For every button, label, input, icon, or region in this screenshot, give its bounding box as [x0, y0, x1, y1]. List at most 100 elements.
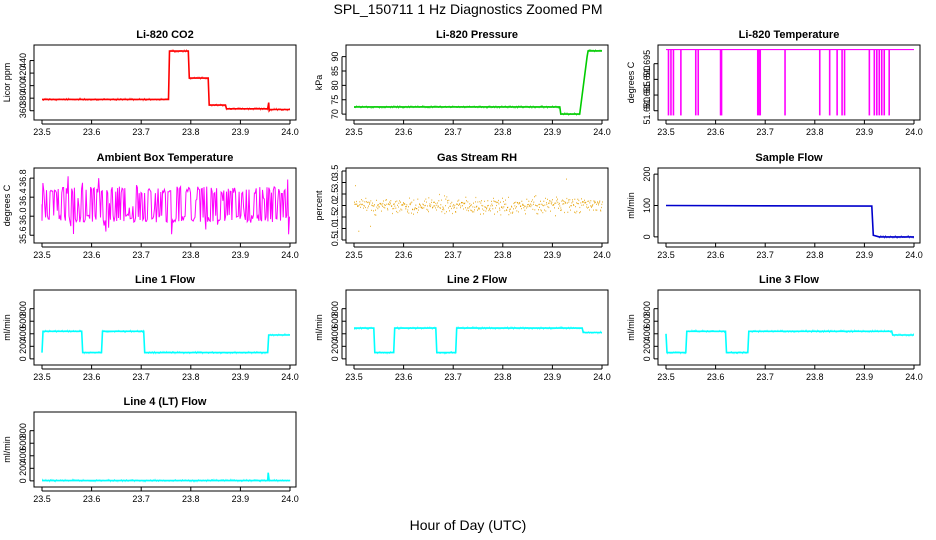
chart-panel: Li-820 Pressure kPa 23.5 23.6 23.7 23.8 23.9 24… [314, 29, 611, 137]
plot-area [42, 472, 291, 483]
y-tick-label: 100 [642, 198, 652, 213]
x-tick-label: 24.0 [281, 127, 299, 137]
x-tick-label: 23.5 [657, 250, 675, 260]
series-noise [879, 235, 914, 239]
y-tick-label: 0 [18, 356, 28, 361]
x-tick-label: 23.8 [494, 250, 512, 260]
y-tick-label: 2.5 [330, 188, 340, 201]
x-tick-label: 24.0 [905, 372, 923, 382]
x-tick-label: 23.8 [182, 372, 200, 382]
plot-frame [657, 289, 921, 366]
x-tick-label: 23.9 [856, 250, 874, 260]
x-tick-label: 23.5 [657, 372, 675, 382]
y-axis-title: ml/min [626, 192, 636, 219]
x-tick-label: 23.9 [544, 372, 562, 382]
x-tick-label: 23.9 [232, 494, 250, 504]
x-axis-label: Hour of Day (UTC) [409, 517, 527, 533]
y-tick-label: 600 [18, 314, 28, 329]
x-tick-label: 24.0 [593, 127, 611, 137]
series-noise [42, 49, 290, 112]
x-tick-label: 23.5 [657, 127, 675, 137]
y-tick-label: 70 [330, 109, 340, 119]
y-tick-label: 75 [330, 95, 340, 105]
plot-frame [33, 44, 297, 121]
plot-frame [345, 289, 609, 366]
chart-panel: Ambient Box Temperature degrees C 23.5 23.6… [2, 152, 299, 260]
y-tick-label: 200 [642, 339, 652, 354]
chart-panel: Line 4 (LT) Flow ml/min 23.5 23.6 23.7 23.8 23… [2, 396, 299, 504]
y-axis-title: percent [314, 190, 324, 221]
series-noise [354, 49, 602, 116]
x-tick-label: 23.9 [232, 372, 250, 382]
y-tick-label: 400 [642, 326, 652, 341]
x-tick-label: 24.0 [281, 494, 299, 504]
y-tick-label: 3.5 [330, 165, 340, 178]
plot-area [666, 48, 914, 116]
y-tick-label: 440 [18, 53, 28, 68]
y-tick-label: 0 [18, 478, 28, 483]
panel-title: Li-820 CO2 [136, 29, 193, 41]
y-tick-label: 85 [330, 66, 340, 76]
plot-area [665, 204, 914, 239]
x-tick-label: 23.6 [707, 127, 725, 137]
x-tick-label: 23.5 [33, 372, 51, 382]
chart-panel: Line 2 Flow ml/min 23.5 23.6 23.7 23.8 23.9 24.… [314, 274, 611, 382]
figure-title: SPL_150711 1 Hz Diagnostics Zoomed PM [333, 1, 603, 17]
x-tick-label: 24.0 [593, 372, 611, 382]
panel-title: Li-820 Temperature [739, 29, 840, 41]
series-noise [354, 326, 602, 355]
chart-panel: Gas Stream RH percent 23.5 23.6 23.7 23.8 23.9… [314, 152, 611, 260]
y-tick-label: 0.5 [330, 234, 340, 247]
y-tick-label: 1.5 [330, 211, 340, 224]
y-axis-title: ml/min [2, 314, 12, 341]
y-tick-label: 400 [18, 326, 28, 341]
x-tick-label: 23.9 [856, 372, 874, 382]
y-tick-label: 200 [642, 167, 652, 182]
panel-title: Line 3 Flow [759, 274, 819, 286]
x-tick-label: 23.7 [756, 250, 774, 260]
y-tick-label: 2.0 [330, 199, 340, 212]
y-tick-label: 36.4 [18, 188, 28, 206]
panel-title: Li-820 Pressure [436, 29, 518, 41]
plot-area [41, 329, 290, 355]
y-tick-label: 400 [18, 448, 28, 463]
x-tick-label: 23.6 [395, 127, 413, 137]
x-tick-label: 23.8 [494, 372, 512, 382]
chart-panel: Sample Flow ml/min 23.5 23.6 23.7 23.8 23.9 24.… [626, 152, 923, 260]
x-tick-label: 23.6 [83, 372, 101, 382]
x-tick-label: 23.8 [182, 494, 200, 504]
series-line [665, 204, 914, 238]
plot-frame [657, 44, 921, 121]
x-tick-label: 23.7 [132, 250, 150, 260]
plot-area [665, 329, 914, 355]
x-tick-label: 23.7 [444, 250, 462, 260]
y-axis-title: degrees C [626, 61, 636, 103]
plot-frame [345, 44, 609, 121]
x-tick-label: 23.6 [395, 250, 413, 260]
y-axis-title: ml/min [314, 314, 324, 341]
y-tick-label: 200 [330, 339, 340, 354]
x-tick-label: 23.9 [544, 250, 562, 260]
x-tick-label: 23.5 [33, 250, 51, 260]
y-tick-label: 400 [330, 326, 340, 341]
y-tick-label: 80 [330, 80, 340, 90]
panel-title: Sample Flow [755, 152, 823, 164]
y-tick-label: 35.6 [18, 226, 28, 244]
plot-area [42, 49, 290, 113]
series-points [354, 178, 603, 232]
x-tick-label: 23.8 [806, 250, 824, 260]
x-tick-label: 23.9 [232, 127, 250, 137]
x-tick-label: 23.6 [83, 127, 101, 137]
y-tick-label: 420 [18, 66, 28, 81]
x-tick-label: 23.6 [83, 494, 101, 504]
y-tick-label: 800 [642, 301, 652, 316]
x-tick-label: 24.0 [905, 127, 923, 137]
x-tick-label: 23.7 [756, 372, 774, 382]
y-tick-label: 51.680 [642, 97, 652, 125]
panel-title: Ambient Box Temperature [97, 152, 234, 164]
y-tick-label: 800 [330, 301, 340, 316]
y-tick-label: 51.690 [642, 66, 652, 94]
series-line [354, 50, 602, 115]
x-tick-label: 24.0 [905, 250, 923, 260]
